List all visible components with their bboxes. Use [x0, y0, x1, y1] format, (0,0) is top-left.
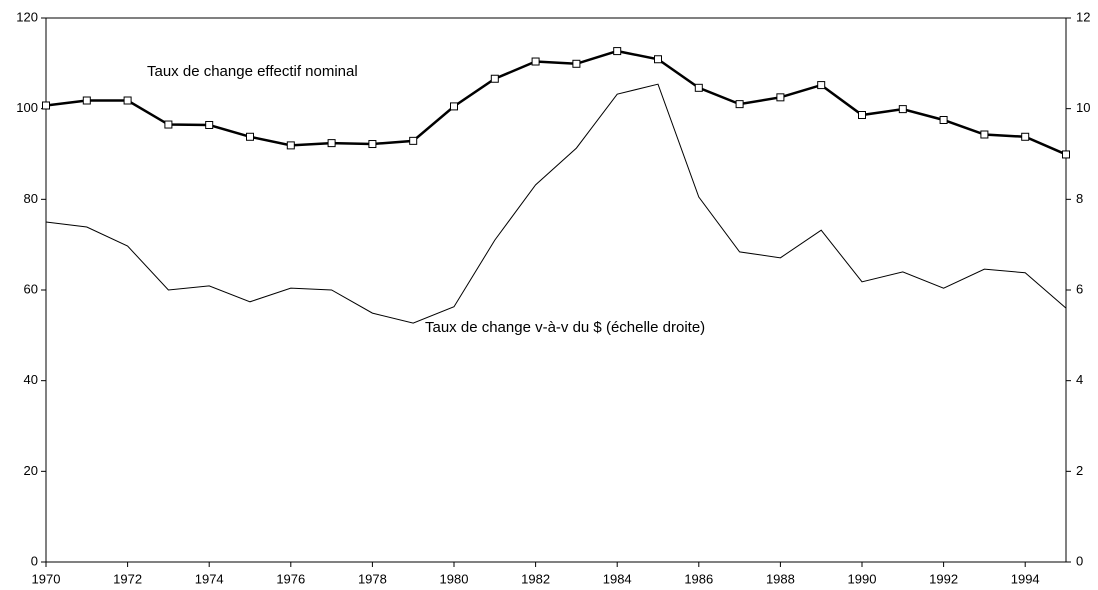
- x-tick-label: 1976: [276, 571, 305, 586]
- y-tick-label: 20: [24, 463, 38, 478]
- point: [164, 120, 173, 129]
- y2-tick-label: 12: [1076, 9, 1090, 24]
- point: [531, 57, 540, 66]
- point: [246, 132, 254, 141]
- y2-tick-label: 2: [1076, 463, 1083, 478]
- point: [613, 47, 622, 56]
- y2-tick-label: 4: [1076, 372, 1083, 387]
- x-tick-label: 1988: [766, 571, 795, 586]
- point: [735, 100, 744, 109]
- point: [1021, 132, 1030, 141]
- x-tick-label: 1974: [195, 571, 224, 586]
- x-tick-label: 1992: [929, 571, 958, 586]
- point: [1062, 150, 1070, 159]
- point: [980, 130, 989, 139]
- x-tick-label: 1970: [32, 571, 61, 586]
- point: [205, 120, 214, 129]
- x-tick-label: 1980: [440, 571, 469, 586]
- point: [817, 81, 826, 90]
- plot-frame: [45, 17, 1067, 563]
- x-tick-label: 1990: [848, 571, 877, 586]
- point: [858, 111, 866, 120]
- x-tick-label: 1982: [521, 571, 550, 586]
- y-tick-label: 120: [16, 9, 38, 24]
- point: [572, 59, 581, 68]
- point: [654, 55, 662, 64]
- point: [368, 140, 377, 149]
- x-tick-label: 1994: [1011, 571, 1040, 586]
- series-line: [45, 83, 1067, 324]
- point: [694, 83, 703, 92]
- point: [450, 102, 458, 111]
- point: [898, 105, 907, 114]
- point: [939, 116, 948, 124]
- x-tick-label: 1972: [113, 571, 142, 586]
- y2-tick-label: 0: [1076, 553, 1083, 568]
- point: [327, 139, 336, 148]
- x-tick-label: 1978: [358, 571, 387, 586]
- y-tick-label: 100: [16, 100, 38, 115]
- y-tick-label: 80: [24, 191, 38, 206]
- x-tick-label: 1986: [684, 571, 713, 586]
- y-tick-label: 40: [24, 372, 38, 387]
- y-tick-label: 0: [31, 553, 38, 568]
- y2-tick-label: 8: [1076, 191, 1083, 206]
- y-tick-label: 60: [24, 281, 38, 296]
- point: [82, 96, 91, 105]
- series-line: [45, 49, 1067, 156]
- x-tick-label: 1984: [603, 571, 632, 586]
- y2-tick-label: 6: [1076, 281, 1083, 296]
- point: [490, 74, 499, 83]
- y2-tick-label: 10: [1076, 100, 1090, 115]
- point: [776, 93, 785, 102]
- annotation: Taux de change effectif nominal: [147, 63, 358, 80]
- point: [409, 136, 418, 145]
- annotation: Taux de change v-à-v du $ (échelle droit…: [425, 319, 705, 336]
- point: [42, 101, 50, 110]
- point: [123, 96, 132, 105]
- point: [286, 141, 295, 150]
